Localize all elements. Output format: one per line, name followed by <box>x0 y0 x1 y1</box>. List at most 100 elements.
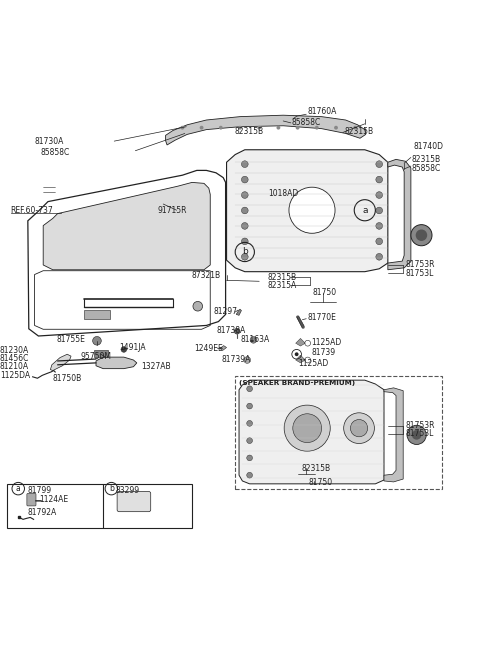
Text: 1125AD: 1125AD <box>299 360 329 368</box>
Text: 81739: 81739 <box>311 348 335 357</box>
Circle shape <box>376 176 383 183</box>
Text: 91715R: 91715R <box>157 206 187 215</box>
Circle shape <box>241 176 248 183</box>
Circle shape <box>241 238 248 245</box>
Text: 85858C: 85858C <box>291 118 321 127</box>
Circle shape <box>257 126 261 130</box>
Circle shape <box>376 161 383 167</box>
Text: 1491JA: 1491JA <box>119 343 145 352</box>
Circle shape <box>407 425 426 444</box>
Text: 81792A: 81792A <box>28 507 57 517</box>
Bar <box>7 484 192 528</box>
Circle shape <box>247 472 252 478</box>
Text: 81456C: 81456C <box>0 354 29 363</box>
Circle shape <box>353 126 357 130</box>
Circle shape <box>376 222 383 229</box>
Circle shape <box>241 192 248 198</box>
Circle shape <box>416 229 427 241</box>
Text: 1125DA: 1125DA <box>0 371 30 380</box>
Text: 81770E: 81770E <box>307 313 336 323</box>
Text: 82315B: 82315B <box>268 273 297 282</box>
Polygon shape <box>296 355 305 363</box>
Polygon shape <box>388 159 411 269</box>
Bar <box>94 350 108 357</box>
Circle shape <box>411 224 432 246</box>
Circle shape <box>376 192 383 198</box>
Circle shape <box>247 455 252 461</box>
Text: 1125AD: 1125AD <box>311 338 341 347</box>
Bar <box>235 376 442 489</box>
Text: 81740D: 81740D <box>414 142 444 151</box>
Circle shape <box>234 329 240 334</box>
Text: 82315A: 82315A <box>268 281 297 290</box>
Text: 95750M: 95750M <box>81 351 112 361</box>
Polygon shape <box>220 345 227 350</box>
Circle shape <box>93 337 101 345</box>
Circle shape <box>238 126 242 130</box>
Text: a: a <box>16 484 21 493</box>
Polygon shape <box>166 115 366 145</box>
Text: 81163A: 81163A <box>241 335 270 344</box>
Circle shape <box>193 302 203 311</box>
Text: 81738A: 81738A <box>217 326 246 335</box>
Polygon shape <box>384 388 403 482</box>
Circle shape <box>180 126 184 130</box>
Text: b: b <box>242 247 248 257</box>
Polygon shape <box>50 354 71 370</box>
Bar <box>84 310 110 319</box>
Text: 81750: 81750 <box>313 288 337 297</box>
Circle shape <box>289 187 335 233</box>
Circle shape <box>350 419 368 437</box>
FancyBboxPatch shape <box>27 493 36 506</box>
Circle shape <box>376 253 383 260</box>
FancyBboxPatch shape <box>117 491 151 511</box>
Text: 85858C: 85858C <box>412 165 441 173</box>
Circle shape <box>247 386 252 392</box>
Polygon shape <box>296 339 305 346</box>
Text: 81230A: 81230A <box>0 346 29 355</box>
Circle shape <box>247 437 252 444</box>
Text: 82315B: 82315B <box>301 464 331 473</box>
Circle shape <box>241 253 248 260</box>
Circle shape <box>376 238 383 245</box>
Circle shape <box>244 357 251 364</box>
Text: 1249EE: 1249EE <box>194 344 223 353</box>
Text: 81753R: 81753R <box>406 421 435 430</box>
Text: 81297: 81297 <box>214 308 238 317</box>
Text: 82315B: 82315B <box>412 155 441 164</box>
Text: 1327AB: 1327AB <box>142 362 171 371</box>
Circle shape <box>247 403 252 409</box>
Text: (SPEAKER BRAND-PREMIUM): (SPEAKER BRAND-PREMIUM) <box>239 380 355 386</box>
Text: 81753L: 81753L <box>406 429 434 438</box>
Text: 85858C: 85858C <box>41 148 70 157</box>
Text: 81739A: 81739A <box>222 355 251 364</box>
Circle shape <box>276 126 280 130</box>
Circle shape <box>376 207 383 214</box>
Polygon shape <box>236 309 241 315</box>
Circle shape <box>121 347 127 352</box>
Text: 82315B: 82315B <box>345 128 374 136</box>
Circle shape <box>241 222 248 229</box>
Text: REF.60-737: REF.60-737 <box>11 206 53 215</box>
Polygon shape <box>43 182 210 269</box>
Circle shape <box>296 126 300 130</box>
Text: 82315B: 82315B <box>234 127 264 136</box>
Text: 81730A: 81730A <box>35 136 64 146</box>
Text: 81750: 81750 <box>308 478 332 487</box>
Text: 81750B: 81750B <box>53 374 82 383</box>
Circle shape <box>241 161 248 167</box>
Circle shape <box>241 207 248 214</box>
Circle shape <box>219 126 223 130</box>
Text: 87321B: 87321B <box>192 271 221 280</box>
Polygon shape <box>239 380 384 484</box>
Text: 81753L: 81753L <box>406 269 434 278</box>
Text: a: a <box>362 206 368 215</box>
Text: 83299: 83299 <box>115 486 139 495</box>
Text: 1124AE: 1124AE <box>39 495 69 504</box>
Circle shape <box>295 352 299 356</box>
Circle shape <box>315 126 319 130</box>
Polygon shape <box>96 357 137 369</box>
Text: b: b <box>109 484 114 493</box>
Circle shape <box>293 414 322 443</box>
Circle shape <box>284 405 330 451</box>
